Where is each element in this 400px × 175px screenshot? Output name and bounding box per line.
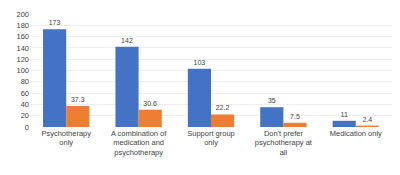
svg-text:A combination ofmedication and: A combination ofmedication andpsychother… [111, 129, 167, 158]
svg-text:40: 40 [21, 100, 29, 109]
svg-text:103: 103 [194, 59, 206, 66]
svg-text:160: 160 [16, 32, 29, 41]
svg-text:35: 35 [268, 97, 276, 104]
svg-text:180: 180 [16, 21, 29, 30]
svg-text:173: 173 [49, 19, 61, 26]
svg-text:60: 60 [21, 89, 29, 98]
svg-text:30.6: 30.6 [143, 100, 157, 107]
svg-text:Support grouponly: Support grouponly [187, 129, 235, 148]
svg-text:140: 140 [16, 44, 29, 53]
svg-text:Psychotherapyonly: Psychotherapyonly [41, 129, 91, 148]
svg-text:120: 120 [16, 55, 29, 64]
svg-text:80: 80 [21, 77, 29, 86]
svg-text:22.2: 22.2 [216, 104, 230, 111]
svg-text:200: 200 [16, 10, 29, 19]
svg-text:20: 20 [21, 111, 29, 120]
svg-text:0: 0 [25, 123, 29, 132]
svg-text:2.4: 2.4 [362, 116, 372, 123]
svg-text:100: 100 [16, 66, 29, 75]
svg-text:142: 142 [121, 37, 133, 44]
svg-text:11: 11 [341, 111, 348, 118]
svg-text:Medication only: Medication only [330, 129, 382, 138]
svg-text:37.3: 37.3 [71, 96, 85, 103]
svg-text:Don't preferpsychotherapy atal: Don't preferpsychotherapy atall [255, 129, 313, 158]
svg-text:7.5: 7.5 [290, 113, 300, 120]
